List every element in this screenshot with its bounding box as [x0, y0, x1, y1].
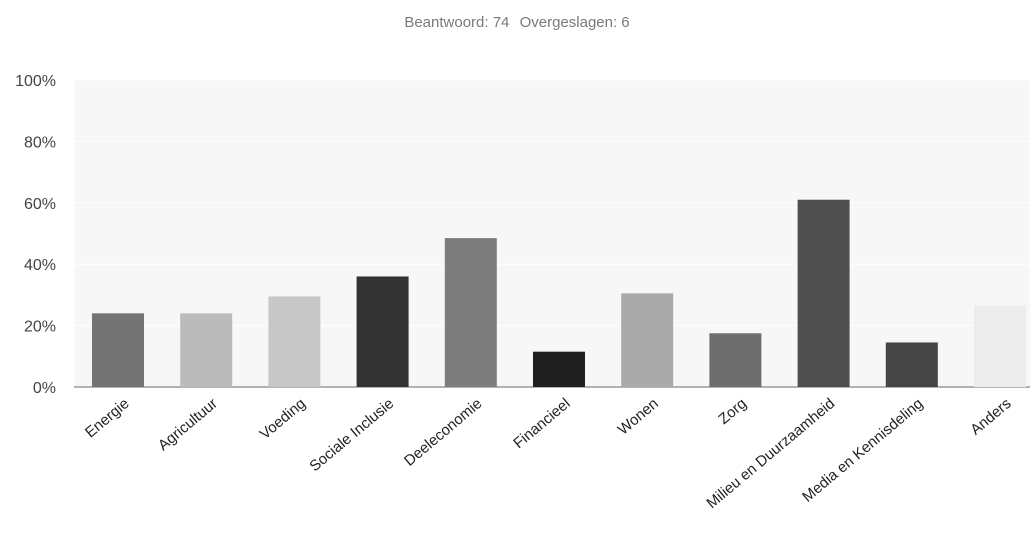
bar-voeding [268, 296, 321, 387]
y-tick-label: 100% [15, 73, 56, 90]
bar-milieu-en-duurzaamheid [797, 199, 850, 387]
y-tick-label: 40% [24, 257, 56, 274]
bar-wonen [621, 293, 674, 387]
bar-energie [92, 313, 144, 387]
y-tick-label: 20% [24, 319, 56, 336]
plot-area [74, 80, 1030, 387]
response-summary: Beantwoord: 74 Overgeslagen: 6 [0, 14, 1034, 31]
x-category-label: Sociale Inclusie [306, 395, 397, 475]
bar-agricultuur [180, 313, 233, 387]
bar-deeleconomie [444, 238, 497, 387]
x-category-label: Zorg [715, 395, 750, 428]
bar-sociale-inclusie [356, 276, 409, 387]
x-category-label: Financieel [510, 395, 573, 452]
x-category-label: Agricultuur [155, 395, 221, 454]
y-tick-label: 0% [33, 380, 56, 397]
x-category-label: Anders [967, 395, 1014, 439]
x-category-label: Deeleconomie [401, 395, 485, 470]
bar-media-en-kennisdeling [885, 342, 938, 387]
answered-count: Beantwoord: 74 [404, 14, 510, 31]
y-tick-label: 60% [24, 196, 56, 213]
x-category-label: Energie [82, 395, 133, 441]
skipped-count: Overgeslagen: 6 [519, 14, 630, 31]
y-tick-label: 80% [24, 134, 56, 151]
x-category-label: Voeding [256, 395, 308, 443]
bar-financieel [533, 351, 585, 387]
bar-zorg [709, 333, 762, 387]
x-category-label: Wonen [615, 395, 662, 438]
bar-anders [974, 305, 1026, 387]
